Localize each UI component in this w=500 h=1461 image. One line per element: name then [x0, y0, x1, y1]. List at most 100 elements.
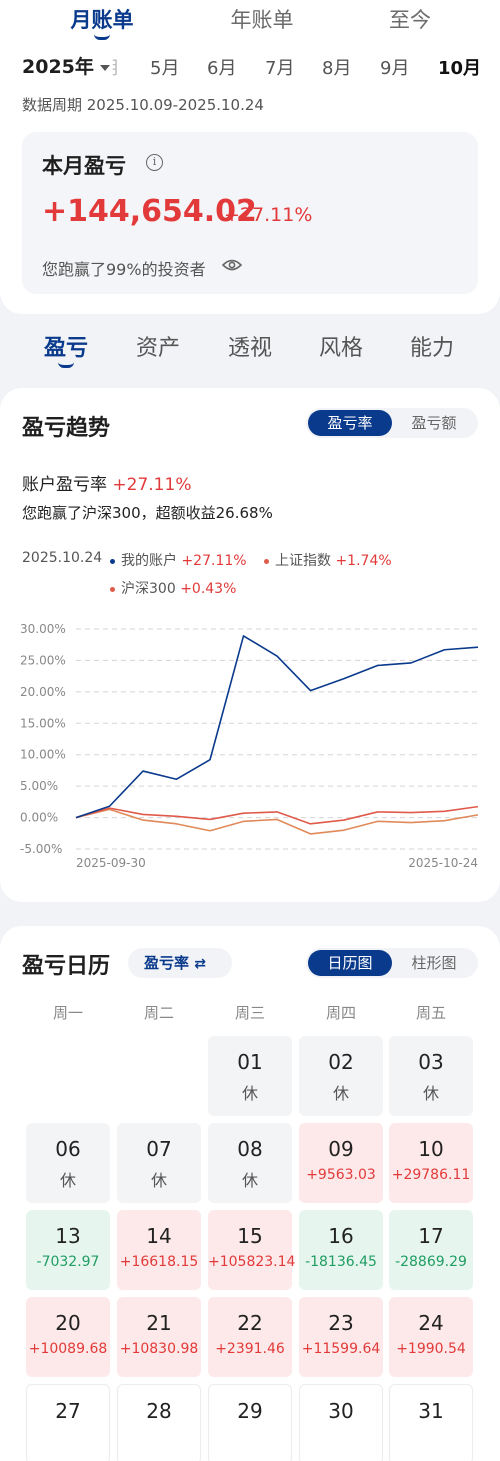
year-dropdown[interactable]: 2025年 — [22, 52, 110, 79]
day-number: 03 — [418, 1050, 444, 1074]
month-item[interactable]: 9月 — [380, 58, 410, 79]
day-number: 10 — [418, 1137, 444, 1161]
y-tick-label: 30.00% — [20, 622, 66, 636]
tab-yearly-bill[interactable]: 年账单 — [202, 4, 322, 34]
calendar-day[interactable]: 23 +11599.64 — [299, 1297, 383, 1377]
calendar-day[interactable]: 03 休 — [389, 1036, 473, 1116]
trend-metric-toggle: 盈亏率 盈亏额 — [306, 408, 478, 438]
day-pl-value: -28869.29 — [395, 1254, 467, 1270]
day-pl-value: +16618.15 — [119, 1254, 199, 1270]
calendar-day[interactable]: 13 -7032.97 — [26, 1210, 110, 1290]
toggle-pl-rate[interactable]: 盈亏率 — [308, 410, 392, 436]
calendar-day[interactable]: 20 +10089.68 — [26, 1297, 110, 1377]
day-pl-value: -18136.45 — [305, 1254, 377, 1270]
x-tick-label: 2025-10-24 — [408, 856, 478, 870]
day-number: 16 — [328, 1224, 354, 1248]
calendar-day[interactable]: 31 — [389, 1384, 473, 1461]
calendar-day[interactable]: 09 +9563.03 — [299, 1123, 383, 1203]
day-number: 06 — [55, 1137, 81, 1161]
day-number: 01 — [237, 1050, 263, 1074]
day-number: 31 — [418, 1399, 444, 1423]
day-pl-value: +11599.64 — [301, 1341, 381, 1357]
legend-name: 沪深300 — [121, 581, 176, 597]
calendar-day[interactable]: 30 — [299, 1384, 383, 1461]
calendar-day[interactable]: 24 +1990.54 — [389, 1297, 473, 1377]
tab-assets[interactable]: 资产 — [136, 330, 180, 362]
day-pl-value: +10830.98 — [119, 1341, 199, 1357]
day-number: 07 — [146, 1137, 172, 1161]
calendar-day[interactable]: 01 休 — [208, 1036, 292, 1116]
day-pl-value: 休 — [332, 1084, 349, 1103]
tab-ability[interactable]: 能力 — [410, 330, 454, 362]
toggle-bar-view[interactable]: 柱形图 — [411, 954, 457, 972]
calendar-day[interactable]: 06 休 — [26, 1123, 110, 1203]
legend-dot — [264, 558, 269, 564]
calendar-day[interactable]: 27 — [26, 1384, 110, 1461]
day-number: 28 — [146, 1399, 172, 1423]
tab-perspective[interactable]: 透视 — [228, 330, 272, 362]
toggle-pl-amount[interactable]: 盈亏额 — [411, 414, 457, 432]
calendar-day[interactable]: 22 +2391.46 — [208, 1297, 292, 1377]
tab-pl-label: 盈亏 — [44, 336, 89, 361]
active-tab-indicator — [58, 362, 74, 368]
calendar-day[interactable]: 21 +10830.98 — [117, 1297, 201, 1377]
tab-to-date-label: 至今 — [389, 8, 431, 32]
day-number: 09 — [328, 1137, 354, 1161]
summary-title: 本月盈亏 — [42, 154, 126, 178]
legend-item-csi300: 沪深300 +0.43% — [110, 578, 236, 598]
calendar-day[interactable]: 15 +105823.14 — [208, 1210, 295, 1290]
bill-header-card: 月账单 年账单 至今 2025年 月 5月 6月 7月 8月 9月 10月 数据… — [0, 0, 500, 314]
calendar-day[interactable]: 28 — [117, 1384, 201, 1461]
legend-dot — [110, 586, 115, 592]
calendar-day[interactable]: 10 +29786.11 — [389, 1123, 473, 1203]
y-tick-label: 10.00% — [20, 748, 66, 762]
monthly-pl-summary: 本月盈亏 i +144,654.02 +27.11% 您跑赢了99%的投资者 — [22, 132, 478, 294]
calendar-day[interactable]: 08 休 — [208, 1123, 292, 1203]
day-number: 24 — [418, 1311, 444, 1335]
month-item-active[interactable]: 10月 — [438, 58, 482, 79]
day-number: 27 — [55, 1399, 81, 1423]
month-item[interactable]: 8月 — [322, 58, 352, 79]
tab-perspective-label: 透视 — [228, 336, 273, 361]
pl-calendar-card: 盈亏日历 盈亏率 ⇄ 日历图 柱形图 周一 周二 周三 周四 周五 01 休 02 休… — [0, 926, 500, 1461]
tab-monthly-bill[interactable]: 月账单 — [42, 4, 162, 40]
calendar-metric-switch[interactable]: 盈亏率 ⇄ — [128, 948, 232, 978]
calendar-day[interactable]: 14 +16618.15 — [117, 1210, 201, 1290]
chevron-down-icon — [99, 64, 110, 71]
month-item-partial[interactable]: 月 — [102, 58, 120, 79]
day-number: 15 — [237, 1224, 263, 1248]
active-tab-indicator — [94, 34, 110, 40]
day-number: 08 — [237, 1137, 263, 1161]
toggle-calendar-view[interactable]: 日历图 — [308, 950, 392, 976]
tab-pl[interactable]: 盈亏 — [44, 330, 88, 368]
y-tick-label: 25.00% — [20, 653, 66, 667]
month-item[interactable]: 5月 — [150, 58, 180, 79]
tab-monthly-bill-label: 月账单 — [70, 8, 134, 32]
tab-style[interactable]: 风格 — [319, 330, 363, 362]
series-line — [75, 805, 479, 825]
day-pl-value: +9563.03 — [306, 1167, 376, 1183]
month-item[interactable]: 6月 — [207, 58, 237, 79]
weekday-header: 周四 — [325, 1004, 356, 1022]
calendar-day[interactable]: 02 休 — [299, 1036, 383, 1116]
account-pl-rate: 账户盈亏率 +27.11% — [22, 470, 191, 495]
day-number: 21 — [146, 1311, 172, 1335]
bill-period-tabs: 月账单 年账单 至今 — [0, 4, 500, 40]
legend-item-sse: 上证指数 +1.74% — [264, 550, 392, 570]
tab-style-label: 风格 — [319, 336, 364, 361]
calendar-day[interactable]: 07 休 — [117, 1123, 201, 1203]
legend-item-my-account: 我的账户 +27.11% — [110, 550, 247, 570]
calendar-metric-label: 盈亏率 — [144, 954, 190, 972]
month-item[interactable]: 7月 — [265, 58, 295, 79]
info-icon[interactable]: i — [146, 154, 163, 171]
calendar-day[interactable]: 29 — [208, 1384, 292, 1461]
calendar-day[interactable]: 16 -18136.45 — [299, 1210, 383, 1290]
tab-to-date[interactable]: 至今 — [350, 4, 470, 34]
legend-date: 2025.10.24 — [22, 550, 103, 566]
account-pl-rate-label: 账户盈亏率 — [22, 475, 107, 495]
calendar-day[interactable]: 17 -28869.29 — [389, 1210, 473, 1290]
day-pl-value: 休 — [59, 1171, 76, 1190]
pl-trend-card: 盈亏趋势 盈亏率 盈亏额 账户盈亏率 +27.11% 您跑赢了沪深300，超额收… — [0, 388, 500, 902]
data-period: 数据周期 2025.10.09-2025.10.24 — [22, 96, 264, 114]
eye-icon[interactable] — [222, 258, 242, 272]
